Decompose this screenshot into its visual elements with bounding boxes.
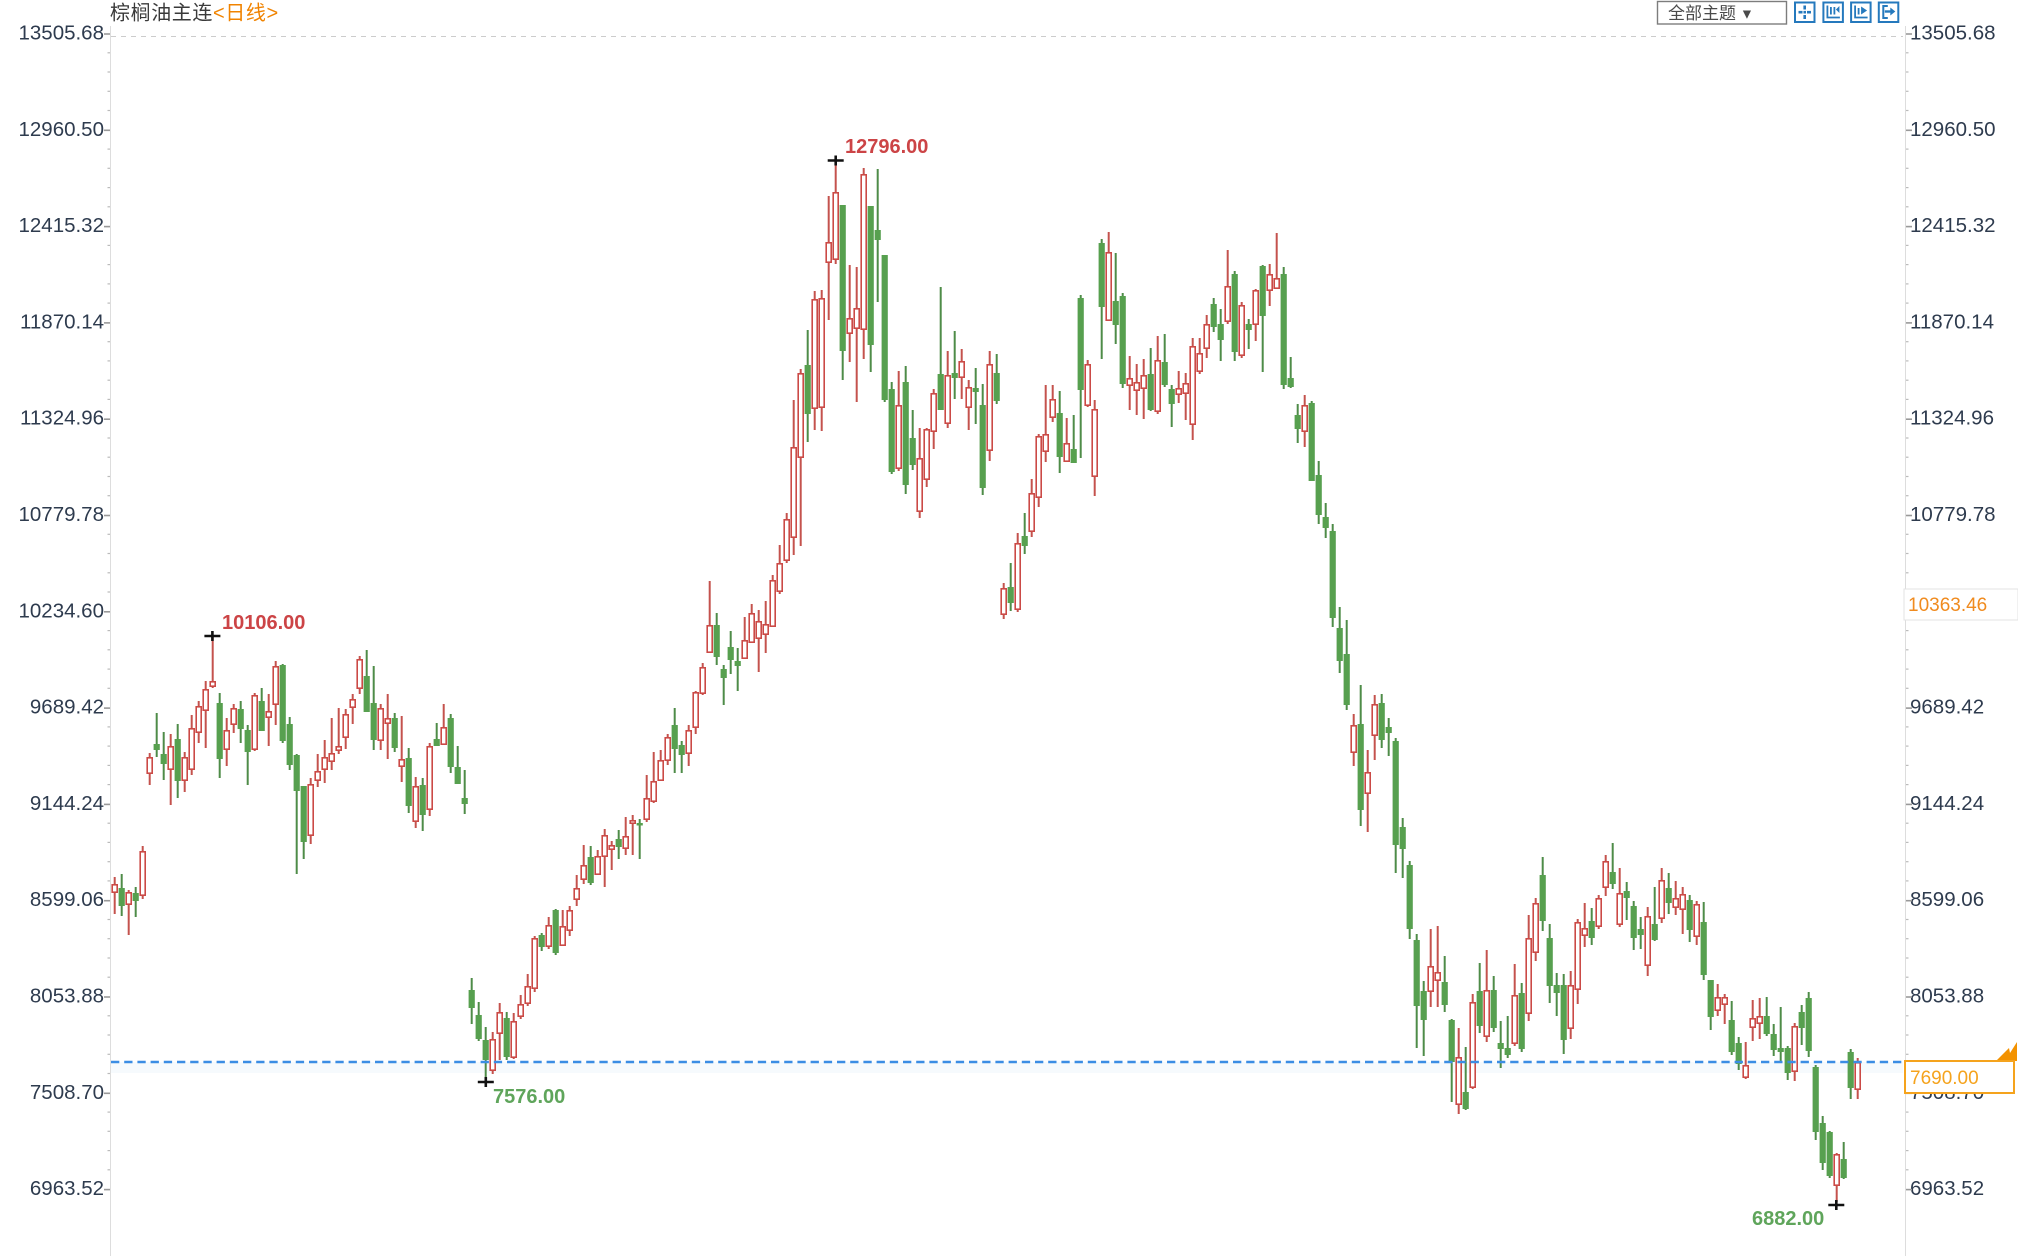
svg-text:10779.78: 10779.78: [18, 503, 104, 526]
svg-text:9144.24: 9144.24: [30, 792, 104, 815]
svg-text:11870.14: 11870.14: [20, 310, 104, 333]
svg-text:11870.14: 11870.14: [1910, 310, 1994, 333]
svg-text:7508.70: 7508.70: [30, 1081, 104, 1104]
svg-text:6963.52: 6963.52: [1910, 1177, 1984, 1200]
svg-text:12960.50: 12960.50: [1910, 118, 1996, 141]
svg-text:10234.60: 10234.60: [18, 599, 104, 622]
svg-text:9144.24: 9144.24: [1910, 792, 1984, 815]
svg-text:8599.06: 8599.06: [30, 888, 104, 911]
svg-text:12415.32: 12415.32: [18, 214, 104, 237]
svg-text:9689.42: 9689.42: [1910, 696, 1984, 719]
svg-text:11324.96: 11324.96: [20, 407, 104, 430]
svg-text:8599.06: 8599.06: [1910, 888, 1984, 911]
svg-text:10779.78: 10779.78: [1910, 503, 1996, 526]
svg-text:6963.52: 6963.52: [30, 1177, 104, 1200]
svg-text:7576.00: 7576.00: [493, 1086, 565, 1108]
svg-text:13505.68: 13505.68: [18, 22, 104, 45]
svg-text:12415.32: 12415.32: [1910, 214, 1996, 237]
svg-text:12960.50: 12960.50: [18, 118, 104, 141]
svg-text:7690.00: 7690.00: [1910, 1068, 1979, 1089]
svg-text:全部主题: 全部主题: [1668, 4, 1736, 23]
svg-text:6882.00: 6882.00: [1752, 1208, 1824, 1230]
svg-text:13505.68: 13505.68: [1910, 22, 1996, 45]
svg-text:▼: ▼: [1740, 6, 1754, 22]
svg-text:11324.96: 11324.96: [1910, 407, 1994, 430]
svg-text:10106.00: 10106.00: [222, 612, 305, 634]
svg-text:9689.42: 9689.42: [30, 696, 104, 719]
svg-text:12796.00: 12796.00: [845, 136, 928, 158]
svg-text:8053.88: 8053.88: [1910, 985, 1984, 1008]
svg-text:8053.88: 8053.88: [30, 985, 104, 1008]
svg-text:10363.46: 10363.46: [1908, 595, 1987, 616]
svg-text:棕榈油主连<日线>: 棕榈油主连<日线>: [110, 2, 279, 25]
